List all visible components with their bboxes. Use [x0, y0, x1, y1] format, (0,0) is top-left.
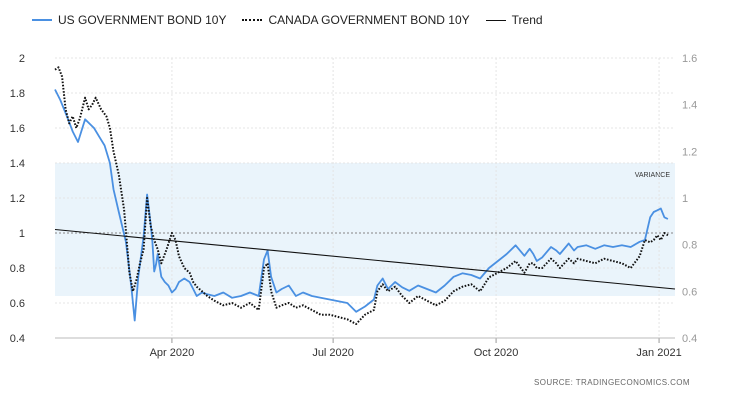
y-left-tick-label: 1.6: [10, 123, 25, 135]
x-tick-label: Jul 2020: [312, 347, 354, 359]
y-left-tick-label: 1.8: [10, 88, 25, 100]
y-right-tick-label: 1.2: [682, 146, 697, 158]
x-tick-label: Jan 2021: [636, 347, 681, 359]
x-tick-label: Oct 2020: [474, 347, 519, 359]
y-right-tick-label: 1.4: [682, 100, 697, 112]
y-right-tick-label: 1: [682, 193, 688, 205]
y-right-tick-label: 0.8: [682, 240, 697, 252]
source-credit: SOURCE: TRADINGECONOMICS.COM: [534, 378, 690, 387]
y-left-tick-label: 2: [19, 53, 25, 65]
y-right-tick-label: 0.4: [682, 333, 697, 345]
series-trend-line: [54, 228, 676, 290]
series-canada-line: [54, 66, 669, 325]
legend-swatch-trend: [485, 19, 506, 21]
y-left-tick-label: 1.2: [10, 193, 25, 205]
legend-label-canada: CANADA GOVERNMENT BOND 10Y: [268, 13, 470, 27]
legend-item-trend[interactable]: Trend: [485, 13, 543, 27]
y-left-tick-label: 1.4: [10, 158, 25, 170]
legend-swatch-canada: [242, 19, 263, 21]
legend-item-canada[interactable]: CANADA GOVERNMENT BOND 10Y: [242, 13, 470, 27]
legend-label-trend: Trend: [511, 13, 543, 27]
y-right-tick-label: 1.6: [682, 53, 697, 65]
y-left-tick-label: 1: [19, 228, 25, 240]
y-right-tick-label: 0.6: [682, 286, 697, 298]
y-left-tick-label: 0.4: [10, 333, 25, 345]
variance-band: [55, 163, 675, 296]
legend: US GOVERNMENT BOND 10Y CANADA GOVERNMENT…: [32, 10, 559, 30]
legend-label-us: US GOVERNMENT BOND 10Y: [58, 13, 227, 27]
y-left-tick-label: 0.8: [10, 263, 25, 275]
y-left-tick-label: 0.6: [10, 298, 25, 310]
x-tick-label: Apr 2020: [150, 347, 195, 359]
legend-swatch-us: [32, 19, 52, 21]
variance-label: VARIANCE: [635, 172, 671, 179]
series-us-line: [54, 89, 669, 322]
legend-item-us[interactable]: US GOVERNMENT BOND 10Y: [32, 13, 226, 27]
